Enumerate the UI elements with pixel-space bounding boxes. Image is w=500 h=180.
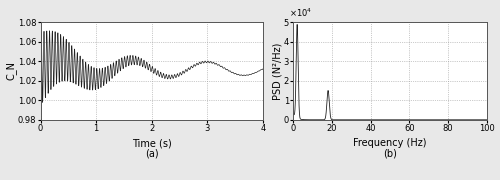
X-axis label: Time (s): Time (s) [132,138,172,148]
Text: $\times 10^{4}$: $\times 10^{4}$ [290,7,312,19]
Text: (a): (a) [145,149,158,159]
X-axis label: Frequency (Hz): Frequency (Hz) [353,138,426,148]
Y-axis label: PSD (N²/Hz): PSD (N²/Hz) [272,42,282,100]
Y-axis label: C_N: C_N [6,61,16,80]
Text: (b): (b) [383,149,397,159]
